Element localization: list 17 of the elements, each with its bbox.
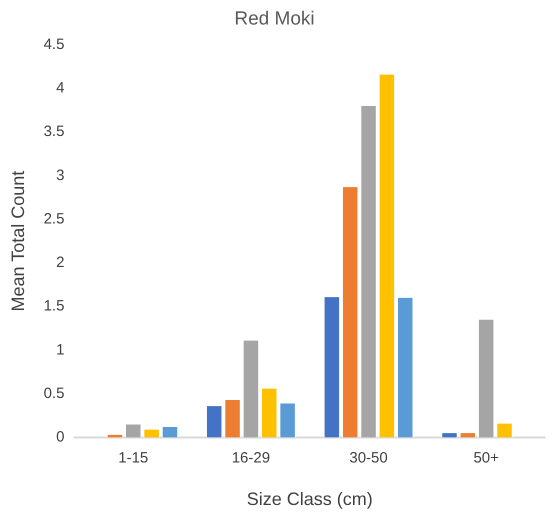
x-tick-label: 1-15 bbox=[118, 450, 148, 467]
chart-title: Red Moki bbox=[234, 8, 315, 30]
y-tick-label: 1 bbox=[56, 341, 64, 358]
y-tick-label: 3.5 bbox=[44, 123, 64, 140]
y-tick-label: 0 bbox=[56, 428, 64, 446]
x-tick-label: 50+ bbox=[473, 450, 500, 467]
y-tick-label: 2.5 bbox=[44, 210, 64, 228]
y-tick-label: 4.5 bbox=[44, 36, 64, 53]
y-tick-label: 0.5 bbox=[44, 384, 64, 402]
x-axis-title: Size Class (cm) bbox=[246, 489, 373, 510]
y-tick-label: 1.5 bbox=[44, 298, 64, 315]
x-tick-label: 16-29 bbox=[232, 450, 270, 467]
y-axis-title: Mean Total Count bbox=[8, 170, 28, 312]
y-tick-label: 2 bbox=[56, 254, 64, 272]
y-tick-label: 4 bbox=[56, 80, 64, 97]
x-tick-label: 30-50 bbox=[349, 450, 388, 467]
y-tick-label: 3 bbox=[56, 166, 64, 184]
